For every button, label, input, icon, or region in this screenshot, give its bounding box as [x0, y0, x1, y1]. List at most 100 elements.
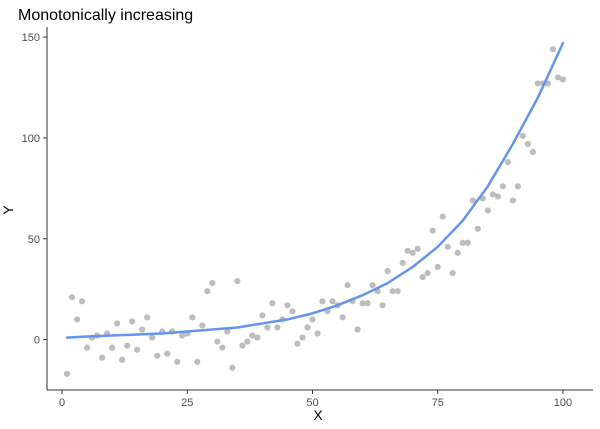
data-point [514, 183, 521, 190]
data-point [219, 344, 226, 351]
data-point [199, 322, 206, 329]
data-point [174, 358, 181, 365]
data-point [144, 314, 151, 321]
data-point [284, 302, 291, 309]
data-point [254, 334, 261, 341]
data-point [424, 269, 431, 277]
data-point [419, 273, 426, 281]
data-point [99, 354, 106, 361]
data-point [439, 213, 446, 220]
x-tick-label: 75 [432, 397, 444, 409]
data-point [549, 46, 557, 53]
data-point [504, 159, 511, 166]
data-point [444, 243, 451, 250]
data-point [204, 288, 211, 295]
data-point [464, 239, 471, 246]
data-point [409, 249, 416, 256]
data-point [299, 334, 306, 341]
data-point [224, 328, 231, 335]
data-point [134, 346, 141, 353]
data-point [359, 300, 366, 307]
data-point [339, 314, 346, 321]
data-point [379, 302, 386, 309]
y-tick-label: 50 [28, 234, 40, 246]
data-point [494, 193, 501, 200]
data-point [414, 245, 421, 252]
data-point [489, 191, 496, 198]
data-point [139, 326, 146, 333]
data-point [369, 282, 376, 289]
data-point [179, 332, 186, 339]
data-point [234, 278, 241, 285]
data-point [73, 316, 81, 323]
data-point [294, 340, 301, 347]
data-point [524, 140, 531, 148]
data-point [499, 183, 506, 190]
data-point [264, 324, 271, 331]
data-point [78, 298, 86, 305]
x-tick-label: 25 [181, 397, 193, 409]
points-layer [63, 46, 567, 377]
data-point [384, 267, 391, 275]
data-point [119, 356, 126, 363]
data-point [289, 308, 296, 315]
data-point [63, 370, 71, 377]
data-point [109, 344, 116, 351]
data-point [244, 338, 251, 345]
data-point [319, 298, 326, 305]
data-point [83, 344, 91, 351]
data-point [209, 280, 216, 287]
data-point [269, 300, 276, 307]
data-point [534, 80, 542, 87]
data-point [554, 74, 562, 81]
data-point [114, 320, 121, 327]
data-point [329, 298, 336, 305]
data-point [164, 350, 171, 357]
data-point [124, 342, 131, 349]
data-point [389, 288, 396, 295]
data-point [259, 312, 266, 319]
data-point [194, 358, 201, 365]
data-point [249, 332, 256, 339]
chart-title: Monotonically increasing [18, 7, 193, 24]
data-point [239, 342, 246, 349]
data-point [129, 318, 136, 325]
x-tick-label: 100 [554, 397, 572, 409]
data-point [559, 76, 567, 83]
data-point [189, 314, 196, 321]
data-point [309, 316, 316, 323]
data-point [229, 364, 236, 371]
x-axis-title: X [313, 407, 323, 423]
data-point [469, 197, 476, 204]
data-point [154, 352, 161, 359]
data-point [429, 227, 436, 234]
data-point [454, 249, 461, 256]
data-point [519, 132, 526, 139]
axes-layer: 0 25 50 75 100 0 50 100 150 [22, 27, 593, 409]
fit-line-layer [65, 41, 565, 339]
data-point [509, 197, 516, 204]
data-point [274, 324, 281, 331]
data-point [459, 239, 466, 246]
data-point [529, 148, 536, 156]
x-tick-label: 0 [59, 397, 65, 409]
data-point [474, 225, 481, 232]
y-tick-label: 0 [34, 335, 40, 347]
data-point [344, 282, 351, 289]
data-point [484, 207, 491, 214]
data-point [149, 334, 156, 341]
data-point [399, 259, 406, 267]
data-point [214, 338, 221, 345]
data-point [304, 324, 311, 331]
data-point [449, 269, 456, 277]
data-point [68, 294, 76, 301]
y-axis-title: Y [0, 205, 16, 215]
x-tick-label: 50 [306, 397, 318, 409]
y-tick-label: 100 [22, 133, 40, 145]
data-point [394, 288, 401, 295]
y-tick-label: 150 [22, 32, 40, 44]
data-point [364, 300, 371, 307]
data-point [404, 247, 411, 254]
